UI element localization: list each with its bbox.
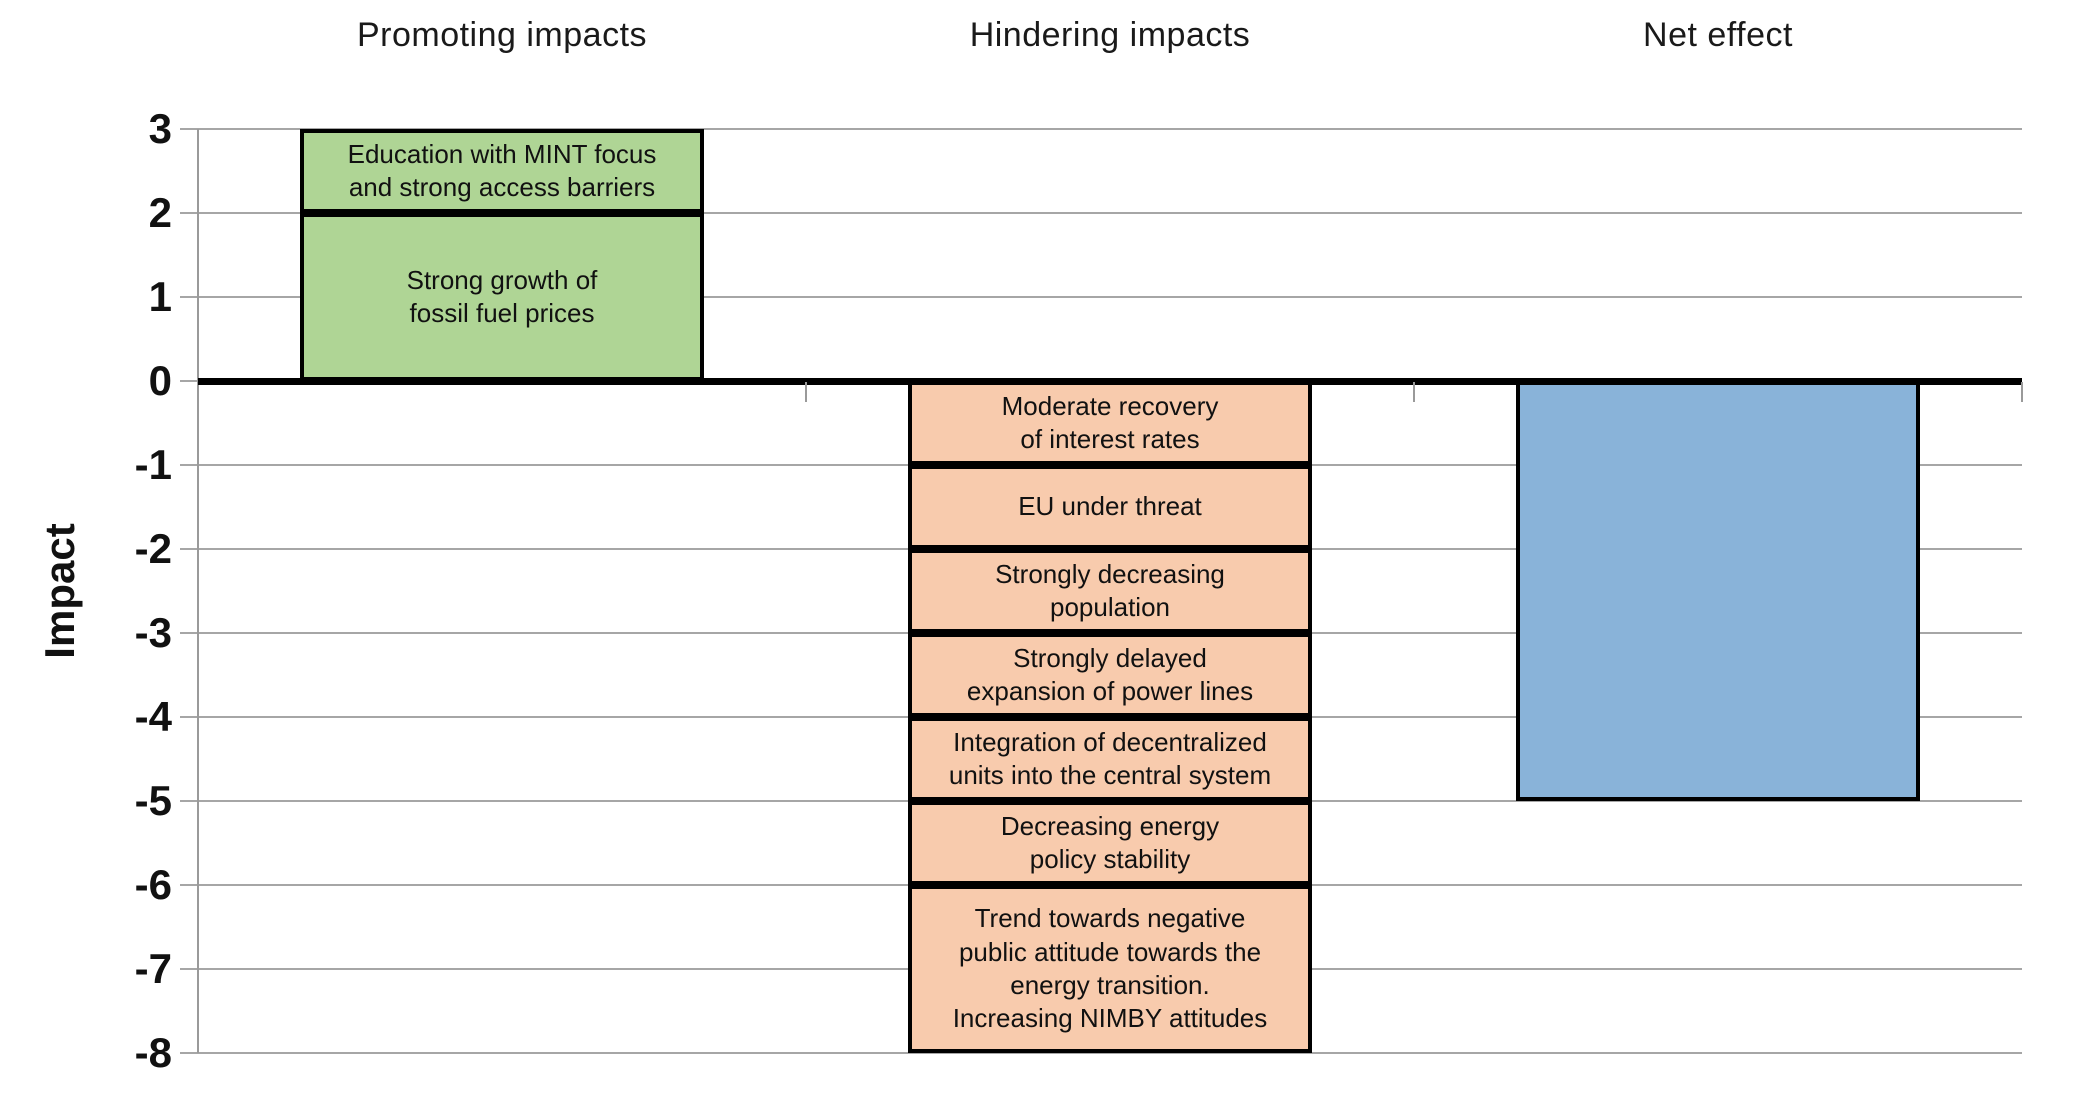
y-tick-label: -6 bbox=[134, 861, 172, 908]
bar-segment-label: EU under threat bbox=[1018, 491, 1202, 522]
bar-hindering-segment: Moderate recovery of interest rates bbox=[908, 381, 1312, 465]
bar-promoting-segment: Education with MINT focus and strong acc… bbox=[300, 129, 704, 213]
y-tick-label: -8 bbox=[134, 1029, 172, 1076]
y-tick-label: -7 bbox=[134, 945, 172, 992]
bar-hindering-segment: EU under threat bbox=[908, 465, 1312, 549]
bar-segment-label: Strongly delayed expansion of power line… bbox=[966, 642, 1254, 706]
category-tick bbox=[805, 382, 807, 402]
bar-segment-label: Strong growth of fossil fuel prices bbox=[406, 264, 598, 328]
gridline bbox=[180, 128, 2022, 130]
y-axis-line bbox=[197, 129, 199, 1053]
gridline bbox=[180, 296, 2022, 298]
bar-segment-label: Moderate recovery of interest rates bbox=[1001, 390, 1219, 454]
bar-segment-label: Integration of decentralized units into … bbox=[948, 726, 1272, 790]
bar-hindering-segment: Decreasing energy policy stability bbox=[908, 801, 1312, 885]
gridline bbox=[180, 212, 2022, 214]
gridline bbox=[180, 1052, 2022, 1054]
bar-segment-label: Decreasing energy policy stability bbox=[1000, 810, 1220, 874]
y-tick-label: -3 bbox=[134, 609, 172, 656]
bar-hindering-segment: Strongly delayed expansion of power line… bbox=[908, 633, 1312, 717]
y-tick-label: -5 bbox=[134, 777, 172, 824]
y-tick-label: 3 bbox=[148, 105, 172, 152]
zero-axis-line bbox=[198, 378, 2022, 385]
bar-hindering-segment: Integration of decentralized units into … bbox=[908, 717, 1312, 801]
column-header-net-effect: Net effect bbox=[1643, 16, 1793, 54]
bar-hindering-segment: Trend towards negative public attitude t… bbox=[908, 885, 1312, 1053]
y-tick-label: -2 bbox=[134, 525, 172, 572]
category-tick bbox=[1413, 382, 1415, 402]
y-tick-label: 2 bbox=[148, 189, 172, 236]
bar-segment-label: Education with MINT focus and strong acc… bbox=[347, 138, 657, 202]
column-header-promoting-impacts: Promoting impacts bbox=[356, 16, 648, 54]
y-tick-label: 1 bbox=[148, 273, 172, 320]
column-header-hindering-impacts: Hindering impacts bbox=[969, 16, 1251, 54]
bar-segment-label: Trend towards negative public attitude t… bbox=[952, 903, 1268, 1034]
y-tick-label: 0 bbox=[148, 357, 172, 404]
y-tick-label: -4 bbox=[134, 693, 172, 740]
bar-segment-label: Strongly decreasing population bbox=[995, 558, 1225, 622]
category-tick bbox=[2021, 382, 2023, 402]
bar-hindering-segment: Strongly decreasing population bbox=[908, 549, 1312, 633]
bar-net-effect-segment bbox=[1516, 381, 1920, 801]
y-tick-label: -1 bbox=[134, 441, 172, 488]
bar-promoting-segment: Strong growth of fossil fuel prices bbox=[300, 213, 704, 381]
